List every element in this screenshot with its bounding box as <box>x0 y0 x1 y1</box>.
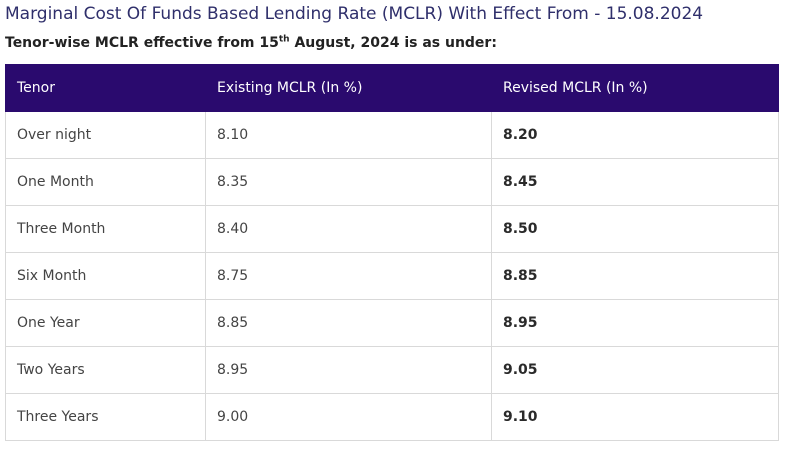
existing-mclr-cell: 8.85 <box>205 299 492 347</box>
revised-mclr-cell: 9.10 <box>491 393 779 441</box>
tenor-cell: Over night <box>5 111 206 159</box>
page-subtitle: Tenor-wise MCLR effective from 15th Augu… <box>5 35 497 51</box>
tenor-cell: One Month <box>5 158 206 206</box>
table-row: Two Years 8.95 9.05 <box>5 346 779 394</box>
header-existing-mclr: Existing MCLR (In %) <box>205 64 492 112</box>
existing-mclr-cell: 8.95 <box>205 346 492 394</box>
tenor-cell: Two Years <box>5 346 206 394</box>
table-row: Over night 8.10 8.20 <box>5 111 779 159</box>
tenor-cell: Three Month <box>5 205 206 253</box>
mclr-table: Tenor Existing MCLR (In %) Revised MCLR … <box>5 64 779 441</box>
existing-mclr-cell: 8.75 <box>205 252 492 300</box>
existing-mclr-cell: 9.00 <box>205 393 492 441</box>
tenor-cell: One Year <box>5 299 206 347</box>
revised-mclr-cell: 9.05 <box>491 346 779 394</box>
header-tenor: Tenor <box>5 64 206 112</box>
revised-mclr-cell: 8.95 <box>491 299 779 347</box>
table-row: Three Years 9.00 9.10 <box>5 393 779 441</box>
page-title: Marginal Cost Of Funds Based Lending Rat… <box>5 4 704 24</box>
tenor-cell: Six Month <box>5 252 206 300</box>
existing-mclr-cell: 8.40 <box>205 205 492 253</box>
table-row: Three Month 8.40 8.50 <box>5 205 779 253</box>
subtitle-suffix: August, 2024 is as under: <box>289 35 497 51</box>
subtitle-prefix: Tenor-wise MCLR effective from 15 <box>5 35 279 51</box>
revised-mclr-cell: 8.85 <box>491 252 779 300</box>
table-header-row: Tenor Existing MCLR (In %) Revised MCLR … <box>5 64 779 112</box>
revised-mclr-cell: 8.50 <box>491 205 779 253</box>
tenor-cell: Three Years <box>5 393 206 441</box>
table-row: Six Month 8.75 8.85 <box>5 252 779 300</box>
existing-mclr-cell: 8.10 <box>205 111 492 159</box>
header-revised-mclr: Revised MCLR (In %) <box>491 64 779 112</box>
subtitle-superscript: th <box>278 34 290 45</box>
existing-mclr-cell: 8.35 <box>205 158 492 206</box>
table-row: One Month 8.35 8.45 <box>5 158 779 206</box>
revised-mclr-cell: 8.45 <box>491 158 779 206</box>
revised-mclr-cell: 8.20 <box>491 111 779 159</box>
table-row: One Year 8.85 8.95 <box>5 299 779 347</box>
